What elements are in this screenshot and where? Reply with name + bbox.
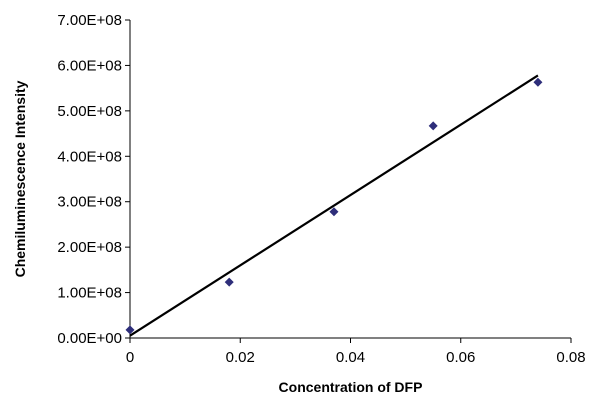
data-points xyxy=(125,77,543,335)
x-axis-ticks: 0 0.02 0.04 0.06 0.08 xyxy=(126,338,586,366)
y-tick-label: 5.00E+08 xyxy=(57,103,122,120)
x-tick-label: 0.02 xyxy=(226,349,255,366)
trendline xyxy=(129,74,539,337)
y-tick-label: 7.00E+08 xyxy=(57,12,122,29)
y-tick-label: 0.00E+00 xyxy=(57,330,122,347)
data-point xyxy=(224,277,234,287)
y-axis-title: Chemiluminescence Intensity xyxy=(12,80,28,277)
y-tick-label: 1.00E+08 xyxy=(57,285,122,302)
data-point xyxy=(329,207,339,217)
y-tick-label: 2.00E+08 xyxy=(57,239,122,256)
y-tick-label: 6.00E+08 xyxy=(57,57,122,74)
x-tick-label: 0.04 xyxy=(336,349,365,366)
x-tick-label: 0.06 xyxy=(446,349,475,366)
y-tick-label: 3.00E+08 xyxy=(57,194,122,211)
data-point xyxy=(428,121,438,131)
y-tick-label: 4.00E+08 xyxy=(57,148,122,165)
x-tick-label: 0.08 xyxy=(556,349,585,366)
data-point xyxy=(533,77,543,87)
y-axis-ticks: 0.00E+00 1.00E+08 2.00E+08 3.00E+08 4.00E+08… xyxy=(57,12,130,347)
x-axis-title: Concentration of DFP xyxy=(279,379,423,395)
x-tick-label: 0 xyxy=(126,349,134,366)
data-point xyxy=(125,325,135,335)
